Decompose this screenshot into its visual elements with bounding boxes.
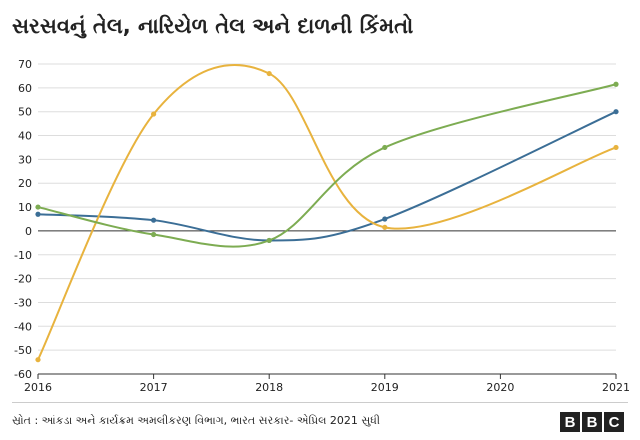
- y-tick-label: 50: [18, 106, 32, 119]
- logo-letter-b2: B: [582, 412, 602, 432]
- y-tick-label: 30: [18, 153, 32, 166]
- y-tick-label: -10: [14, 249, 32, 262]
- data-point: [35, 357, 41, 363]
- data-point: [613, 109, 619, 115]
- y-tick-label: 0: [25, 225, 32, 238]
- data-point: [35, 211, 41, 217]
- x-tick-label: 2021: [602, 381, 630, 394]
- y-tick-label: -30: [14, 296, 32, 309]
- series-line-1: [37, 110, 617, 242]
- data-point: [266, 237, 272, 244]
- y-tick-label: -40: [14, 320, 32, 333]
- data-point: [151, 111, 157, 117]
- logo-letter-b1: B: [560, 412, 580, 432]
- data-point: [613, 81, 619, 87]
- series-lines: [35, 63, 619, 363]
- x-tick-label: 2016: [24, 381, 52, 394]
- data-point: [613, 144, 619, 151]
- y-tick-label: -60: [14, 368, 32, 381]
- data-point: [151, 231, 157, 238]
- y-tick-label: 40: [18, 130, 32, 143]
- data-point: [382, 224, 388, 230]
- y-tick-label: 20: [18, 177, 32, 190]
- logo-letter-c: C: [604, 412, 624, 432]
- y-tick-label: -20: [14, 273, 32, 286]
- axes: [37, 230, 617, 379]
- bbc-logo: B B C: [560, 412, 624, 432]
- data-point: [151, 217, 157, 223]
- data-point: [382, 144, 388, 151]
- y-tick-label: 60: [18, 82, 32, 95]
- grid-lines: [38, 63, 616, 375]
- series-line-2: [37, 63, 617, 361]
- data-point: [35, 204, 41, 210]
- x-tick-label: 2017: [140, 381, 168, 394]
- y-tick-label: 10: [18, 201, 32, 214]
- footer-divider: [12, 402, 628, 403]
- data-point: [266, 70, 272, 77]
- x-tick-label: 2019: [371, 381, 399, 394]
- source-note: સ્રોત : આંકડા અને કાર્યક્રમ અમલીકરણ વિભા…: [12, 414, 381, 427]
- chart-title: સરસવનું તેલ, નારિયેળ તેલ અને દાળની કિંમત…: [12, 14, 414, 38]
- x-tick-label: 2018: [255, 381, 283, 394]
- y-tick-label: 70: [18, 58, 32, 71]
- data-point: [382, 216, 388, 222]
- series-line-3: [37, 83, 617, 248]
- x-tick-label: 2020: [486, 381, 514, 394]
- y-tick-label: -50: [14, 344, 32, 357]
